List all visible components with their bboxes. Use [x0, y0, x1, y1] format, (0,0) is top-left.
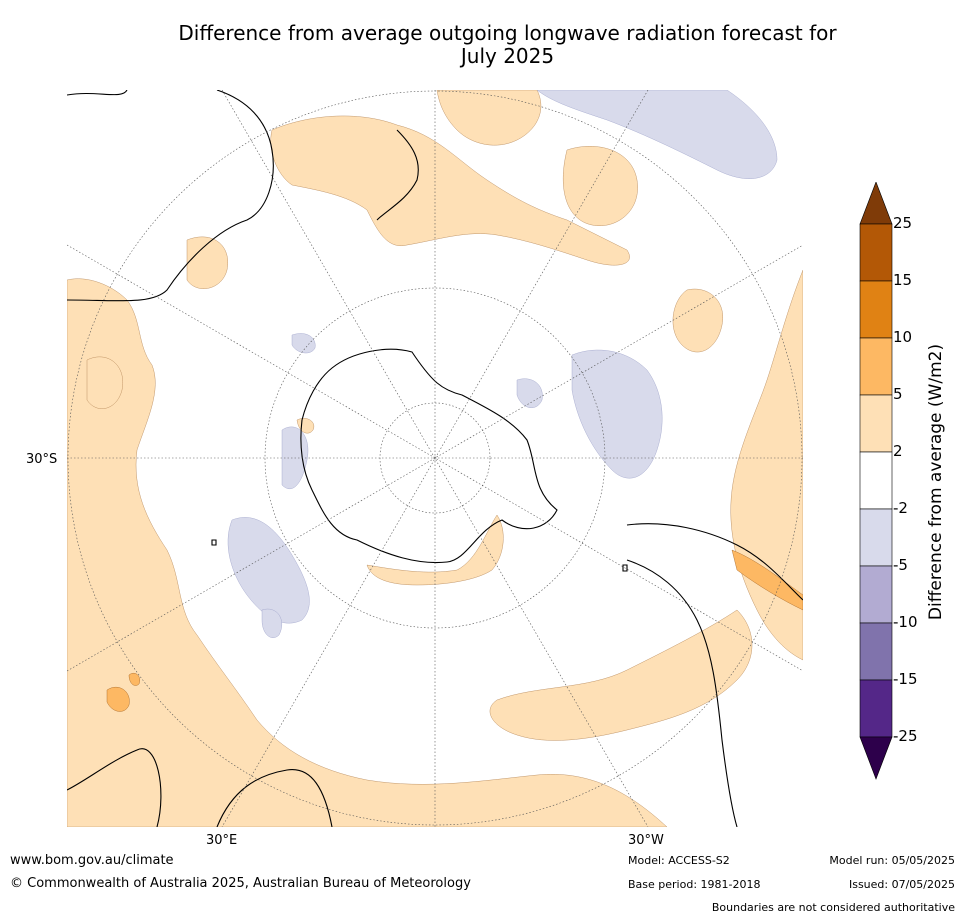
disclaimer-text: Boundaries are not considered authoritat… — [711, 901, 955, 914]
lon-label-30w: 30°W — [628, 833, 664, 848]
stronger-positive-patches — [106, 549, 803, 712]
website-link[interactable]: www.bom.gov.au/climate — [10, 853, 174, 868]
colorbar-tick-label: -10 — [893, 613, 918, 631]
model-run-text: Model run: 05/05/2025 — [829, 854, 955, 867]
polar-map — [67, 90, 803, 827]
title-line-1: Difference from average outgoing longwav… — [178, 21, 837, 45]
new-zealand-outline — [376, 129, 419, 221]
colorbar-bin — [859, 508, 893, 567]
colorbar-tick-label: 25 — [893, 214, 913, 232]
colorbar-tick-label: -2 — [893, 499, 908, 517]
colorbar — [859, 182, 893, 780]
map-title: Difference from average outgoing longwav… — [60, 22, 955, 68]
colorbar-bin — [859, 337, 893, 396]
negative-anomaly-regions — [227, 90, 778, 638]
model-text: Model: ACCESS-S2 — [628, 854, 730, 867]
colorbar-tick-label: 15 — [893, 271, 913, 289]
colorbar-bin — [859, 394, 893, 453]
title-line-2: July 2025 — [460, 44, 555, 68]
colorbar-tick-label: -25 — [893, 727, 918, 745]
coastlines — [67, 90, 803, 827]
colorbar-bin-below — [859, 736, 893, 780]
antarctica-outline — [300, 348, 558, 564]
australia-outline — [216, 769, 333, 827]
base-period-text: Base period: 1981-2018 — [628, 878, 761, 891]
colorbar-bin — [859, 280, 893, 339]
south-america-outline — [626, 523, 803, 827]
colorbar-title: Difference from average (W/m2) — [926, 343, 946, 621]
colorbar-tick-label: -5 — [893, 556, 908, 574]
colorbar-bin — [859, 622, 893, 681]
issued-text: Issued: 07/05/2025 — [848, 878, 955, 891]
colorbar-bin-above — [859, 182, 893, 225]
graticule — [67, 90, 803, 827]
lat-label-30s: 30°S — [26, 452, 58, 467]
colorbar-tick-label: 2 — [893, 442, 903, 460]
copyright-text: © Commonwealth of Australia 2025, Austra… — [10, 876, 471, 891]
colorbar-bin — [859, 223, 893, 282]
colorbar-bin — [859, 451, 893, 510]
colorbar-bin — [859, 679, 893, 738]
colorbar-tick-label: 10 — [893, 328, 913, 346]
colorbar-tick-label: 5 — [893, 385, 903, 403]
colorbar-bin — [859, 565, 893, 624]
lon-label-30e: 30°E — [206, 833, 238, 848]
colorbar-tick-label: -15 — [893, 670, 918, 688]
